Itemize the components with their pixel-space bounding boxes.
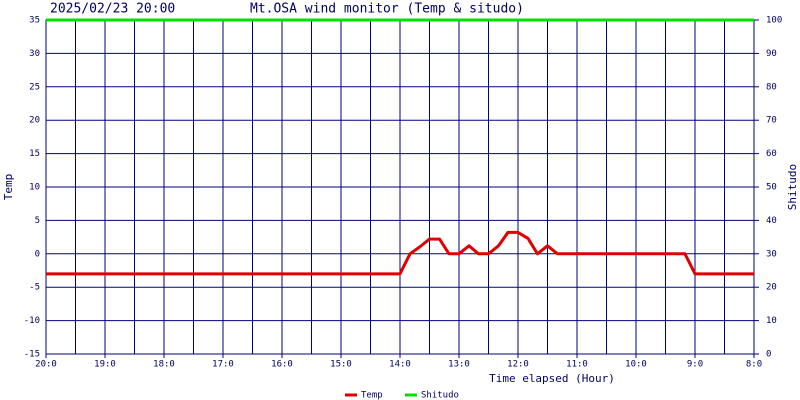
y-tick-label: 10: [29, 183, 40, 193]
x-tick-label: 17:0: [212, 360, 234, 370]
y2-tick-label: 50: [766, 183, 777, 193]
timestamp: 2025/02/23 20:00: [50, 2, 175, 17]
y2-tick-label: 20: [766, 283, 777, 293]
x-tick-label: 14:0: [389, 360, 411, 370]
y2-tick-label: 0: [766, 350, 771, 360]
y2-tick-label: 90: [766, 49, 777, 59]
x-axis-label: Time elapsed (Hour): [489, 372, 615, 385]
series-line: [46, 230, 754, 276]
y-tick-label: 25: [29, 82, 40, 92]
x-tick-label: 20:0: [35, 360, 57, 370]
x-tick-label: 11:0: [566, 360, 588, 370]
y-tick-label: 30: [29, 49, 40, 59]
y-tick-label: -15: [24, 350, 40, 360]
y2-tick-label: 10: [766, 316, 777, 326]
y-tick-label: 0: [35, 249, 40, 259]
y2-tick-label: 80: [766, 82, 777, 92]
x-tick-label: 9:0: [687, 360, 703, 370]
x-tick-label: 15:0: [330, 360, 352, 370]
x-tick-label: 16:0: [271, 360, 293, 370]
y-tick-label: 35: [29, 16, 40, 26]
y2-tick-label: 40: [766, 216, 777, 226]
y2-tick-label: 100: [766, 16, 782, 26]
y-tick-label: -10: [24, 316, 40, 326]
legend-label: Temp: [361, 391, 383, 400]
legend-label: Shitudo: [421, 391, 459, 400]
y2-axis-label: Shitudo: [786, 164, 799, 210]
chart-title: Mt.OSA wind monitor (Temp & situdo): [250, 2, 524, 17]
x-tick-label: 18:0: [153, 360, 175, 370]
x-tick-label: 12:0: [507, 360, 529, 370]
x-tick-label: 13:0: [448, 360, 470, 370]
y-axis-label: Temp: [2, 174, 15, 201]
y2-tick-label: 30: [766, 249, 777, 259]
y2-tick-label: 60: [766, 149, 777, 159]
y-tick-label: 5: [35, 216, 40, 226]
x-tick-label: 19:0: [94, 360, 116, 370]
x-tick-label: 8:0: [746, 360, 762, 370]
y2-tick-label: 70: [766, 116, 777, 126]
y-tick-label: 15: [29, 149, 40, 159]
y-tick-label: 20: [29, 116, 40, 126]
x-tick-label: 10:0: [625, 360, 647, 370]
y-tick-label: -5: [29, 283, 40, 293]
